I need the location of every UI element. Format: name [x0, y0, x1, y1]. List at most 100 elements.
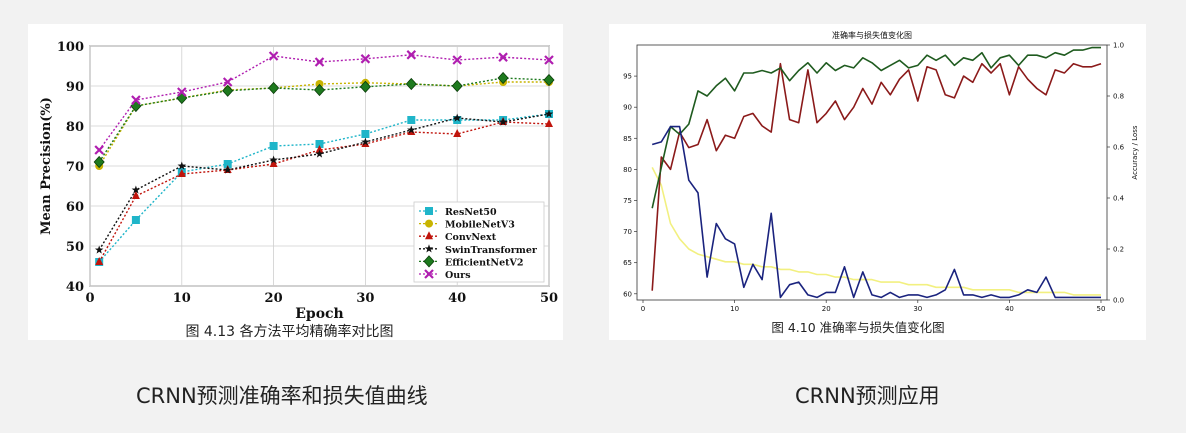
data-point — [222, 84, 234, 97]
legend-label: ConvNext — [445, 232, 497, 243]
legend-box — [413, 201, 545, 283]
chart-title: 准确率与损失值变化图 — [832, 30, 912, 40]
y-tick-label: 40 — [66, 280, 84, 295]
legend-marker — [425, 207, 433, 215]
data-point — [359, 80, 371, 93]
x-tick-label: 50 — [1097, 305, 1106, 313]
data-point — [177, 169, 186, 177]
y-tick-label: 90 — [66, 80, 84, 95]
data-point — [223, 165, 232, 174]
legend-marker — [423, 255, 435, 268]
y-right-axis-label: Accuracy / Loss — [1131, 125, 1139, 179]
legend-label: MobileNetV3 — [445, 220, 515, 231]
y-right-tick-label: 0.2 — [1113, 246, 1124, 254]
data-point — [360, 54, 371, 64]
data-point — [269, 159, 278, 167]
data-point — [451, 79, 463, 93]
data-point — [223, 160, 232, 168]
x-tick-label: 30 — [913, 305, 922, 313]
accuracy-loss-chart: 准确率与损失值变化图 0 10 20 30 40 50 60 65 70 75 80 85 90 95 0.0… — [623, 30, 1139, 335]
figure-caption: 图 4.10 准确率与损失值变化图 — [771, 320, 944, 335]
data-point — [314, 57, 325, 67]
series-line — [98, 54, 550, 151]
y-right-tick-label: 0.4 — [1113, 195, 1125, 203]
precision-comparison-panel: 0 10 20 30 40 50 40 50 60 70 80 90 100 Epoch Mean Prec… — [28, 24, 563, 340]
x-tick-label: 40 — [448, 291, 466, 306]
data-point — [313, 83, 326, 97]
precision-comparison-chart: 0 10 20 30 40 50 40 50 60 70 80 90 100 Epoch Mean Prec… — [39, 40, 558, 340]
x-axis-label: Epoch — [295, 306, 344, 322]
legend-label: ResNet50 — [445, 207, 497, 218]
data-point — [268, 81, 280, 95]
data-point — [131, 216, 140, 224]
data-point — [177, 161, 187, 170]
x-tick-label: 50 — [540, 291, 558, 306]
y-left-tick-label: 80 — [623, 166, 632, 174]
y-tick-label: 60 — [66, 200, 84, 215]
data-point — [544, 55, 554, 65]
data-point — [497, 71, 509, 85]
data-point — [545, 119, 553, 127]
figure-caption: 图 4.13 各方法平均精确率对比图 — [185, 323, 393, 340]
legend-label: SwinTransformer — [445, 245, 538, 256]
y-left-tick-label: 75 — [623, 197, 632, 205]
data-point — [94, 245, 104, 254]
y-left-tick-label: 90 — [623, 104, 632, 112]
y-right-tick-label: 0.0 — [1113, 297, 1124, 305]
data-point — [131, 191, 140, 199]
legend-label: EfficientNetV2 — [445, 257, 523, 268]
data-point — [361, 130, 370, 138]
x-tick-label: 10 — [730, 305, 739, 313]
legend-marker — [424, 269, 434, 279]
y-left-tick-label: 70 — [623, 228, 632, 236]
y-right-tick-label: 0.6 — [1113, 144, 1125, 152]
series-line-0 — [651, 62, 1102, 291]
data-point — [407, 116, 416, 124]
data-point — [407, 125, 416, 134]
series-ours — [94, 50, 554, 155]
legend-marker — [424, 244, 434, 253]
y-axis-label: Mean Precision(%) — [39, 97, 54, 235]
left-caption: CRNN预测准确率和损失值曲线 — [136, 384, 428, 408]
right-caption: CRNN预测应用 — [795, 384, 940, 408]
data-point — [315, 145, 324, 153]
accuracy-loss-panel: 准确率与损失值变化图 0 10 20 30 40 50 60 65 70 75 80 85 90 95 0.0… — [609, 24, 1146, 340]
data-point — [268, 51, 279, 61]
series-line — [98, 81, 549, 167]
data-point — [543, 73, 555, 87]
series-line — [98, 121, 550, 263]
x-tick-label: 20 — [265, 291, 283, 306]
x-tick-label: 20 — [822, 305, 831, 313]
y-left-tick-label: 60 — [623, 290, 632, 298]
y-left-tick-label: 95 — [623, 73, 632, 81]
data-point — [498, 52, 508, 62]
legend-marker — [425, 219, 433, 228]
data-point — [453, 129, 462, 137]
legend-marker — [425, 231, 433, 240]
data-point — [95, 257, 104, 265]
series-line-2 — [651, 125, 1101, 299]
data-point — [453, 116, 462, 124]
x-tick-label: 0 — [85, 291, 94, 306]
y-tick-label: 80 — [66, 120, 84, 135]
data-point — [93, 155, 105, 169]
plot-area — [636, 44, 1108, 301]
data-point — [452, 113, 462, 122]
x-tick-label: 40 — [1005, 305, 1014, 313]
data-point — [94, 145, 104, 155]
data-point — [131, 185, 141, 194]
data-point — [405, 77, 417, 91]
y-tick-label: 50 — [66, 240, 84, 255]
y-right-tick-label: 1.0 — [1113, 42, 1124, 50]
y-tick-label: 70 — [66, 160, 84, 175]
series-swintransformer — [94, 109, 554, 254]
data-point — [131, 95, 141, 105]
data-point — [406, 50, 417, 60]
data-point — [177, 87, 187, 97]
data-point — [269, 142, 278, 150]
series-line-3 — [651, 167, 1101, 296]
x-tick-label: 10 — [173, 291, 191, 306]
data-point — [452, 55, 462, 65]
series-line-1 — [651, 46, 1101, 209]
